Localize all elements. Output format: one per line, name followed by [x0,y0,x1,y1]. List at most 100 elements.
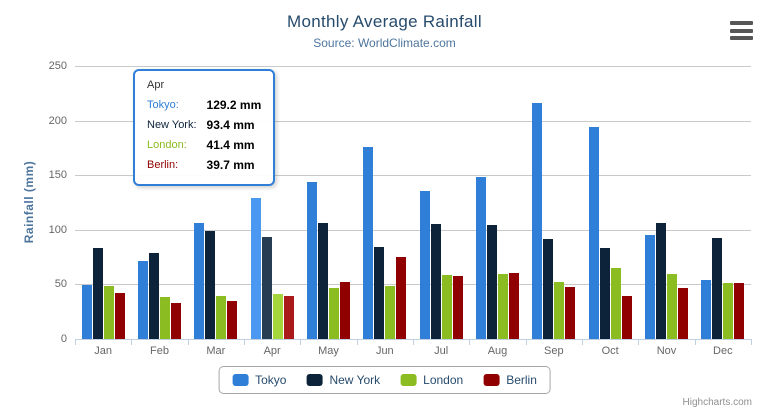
bar-new-york-jan[interactable] [92,247,103,339]
bar-new-york-dec[interactable] [712,238,723,339]
bar-berlin-jan[interactable] [114,292,125,339]
x-axis-label-jun: Jun [375,345,394,357]
bar-new-york-nov[interactable] [656,222,666,339]
bar-london-mar[interactable] [216,296,227,339]
bar-london-apr[interactable] [272,293,283,339]
bar-new-york-apr[interactable] [261,237,272,339]
bar-new-york-feb[interactable] [149,252,159,339]
bar-berlin-may[interactable] [340,281,350,339]
tooltip-label-london: London: [147,139,187,151]
bar-new-york-may[interactable] [318,223,328,339]
x-axis-label-oct: Oct [601,345,619,357]
bar-tokyo-mar[interactable] [194,222,205,339]
gridline [75,229,751,231]
legend-label-berlin: Berlin [506,373,537,387]
legend-label-tokyo: Tokyo [255,373,287,387]
legend-item-london[interactable]: London [400,373,463,387]
tooltip-label-tokyo: Tokyo: [147,99,179,111]
bar-tokyo-jan[interactable] [81,284,92,339]
export-menu-icon[interactable] [730,21,754,40]
x-axis-tick [469,339,471,345]
x-axis-tick [751,339,752,345]
x-axis-tick [131,339,133,345]
x-axis-tick [75,339,76,345]
x-axis-tick [525,339,527,345]
bar-new-york-aug[interactable] [487,225,497,339]
y-axis-label: 0 [60,333,67,345]
bar-berlin-sep[interactable] [565,287,576,339]
bar-london-aug[interactable] [498,273,508,339]
bar-tokyo-feb[interactable] [138,260,148,339]
bar-berlin-mar[interactable] [227,301,238,339]
bar-berlin-oct[interactable] [621,296,632,339]
y-axis-label: 200 [48,114,67,127]
bar-tokyo-apr[interactable] [250,197,261,339]
bar-london-nov[interactable] [667,274,677,339]
bar-tokyo-aug[interactable] [476,176,486,339]
bar-london-may[interactable] [329,287,339,339]
gridline [75,120,751,122]
hamburger-bar [730,21,753,25]
x-axis-tick [638,339,640,345]
hamburger-bar [730,28,753,33]
bar-berlin-feb[interactable] [171,302,181,339]
x-axis-label-feb: Feb [150,345,169,357]
x-axis-tick [356,339,358,345]
bar-tokyo-jul[interactable] [419,190,430,339]
x-axis-label-may: May [318,345,339,357]
bar-berlin-jun[interactable] [396,256,407,339]
bar-new-york-oct[interactable] [599,247,610,339]
bar-tokyo-may[interactable] [307,181,317,339]
legend-swatch-london [400,374,417,386]
bar-new-york-jul[interactable] [430,224,441,339]
tooltip-value-new-york: 93.4 mm [206,118,255,132]
bar-tokyo-nov[interactable] [645,234,655,339]
x-axis-tick [582,339,583,345]
chart-subtitle: Source: WorldClimate.com [313,36,456,50]
bar-london-dec[interactable] [723,283,734,339]
x-axis-label-mar: Mar [206,345,226,357]
y-axis-label: 150 [48,169,67,182]
gridline [75,66,751,67]
x-axis-label-jul: Jul [434,345,449,357]
x-axis-label-nov: Nov [656,345,677,357]
x-axis-label-aug: Aug [487,345,508,357]
legend-swatch-berlin [483,374,500,386]
legend-label-new-york: New York [329,373,381,387]
legend-swatch-tokyo [232,374,249,386]
bar-berlin-aug[interactable] [509,273,519,339]
bar-berlin-nov[interactable] [678,287,688,339]
bar-london-feb[interactable] [160,296,170,339]
tooltip-rows: Tokyo: 129.2 mm New York: 93.4 mm London: 41.… [147,95,261,175]
bar-tokyo-oct[interactable] [588,127,599,339]
bar-london-jun[interactable] [385,286,396,339]
legend-label-london: London [423,373,464,387]
bar-london-oct[interactable] [610,267,621,339]
x-axis-label-dec: Dec [713,345,733,357]
x-axis-tick [300,339,302,345]
x-axis-label-sep: Sep [544,345,564,357]
bar-london-jul[interactable] [441,274,452,339]
bar-berlin-dec[interactable] [734,283,745,339]
x-axis-label-jan: Jan [94,345,113,357]
bar-london-jan[interactable] [103,285,114,339]
tooltip-header: Apr [147,79,165,91]
tooltip-value-berlin: 39.7 mm [206,158,255,172]
bar-tokyo-jun[interactable] [363,146,374,339]
legend-item-berlin[interactable]: Berlin [483,373,537,387]
credits-link[interactable]: Highcharts.com [682,397,752,408]
bar-berlin-apr[interactable] [283,295,294,339]
bar-new-york-mar[interactable] [205,231,216,339]
bar-new-york-sep[interactable] [543,239,554,339]
legend-item-new-york[interactable]: New York [306,373,380,387]
tooltip-value-tokyo: 129.2 mm [206,98,262,112]
bar-berlin-jul[interactable] [452,276,463,339]
y-axis-label: 100 [48,223,67,236]
bar-tokyo-dec[interactable] [701,279,712,339]
bar-london-sep[interactable] [554,281,565,339]
bar-new-york-jun[interactable] [374,246,385,339]
bar-tokyo-sep[interactable] [532,102,543,339]
legend-item-tokyo[interactable]: Tokyo [232,373,286,387]
